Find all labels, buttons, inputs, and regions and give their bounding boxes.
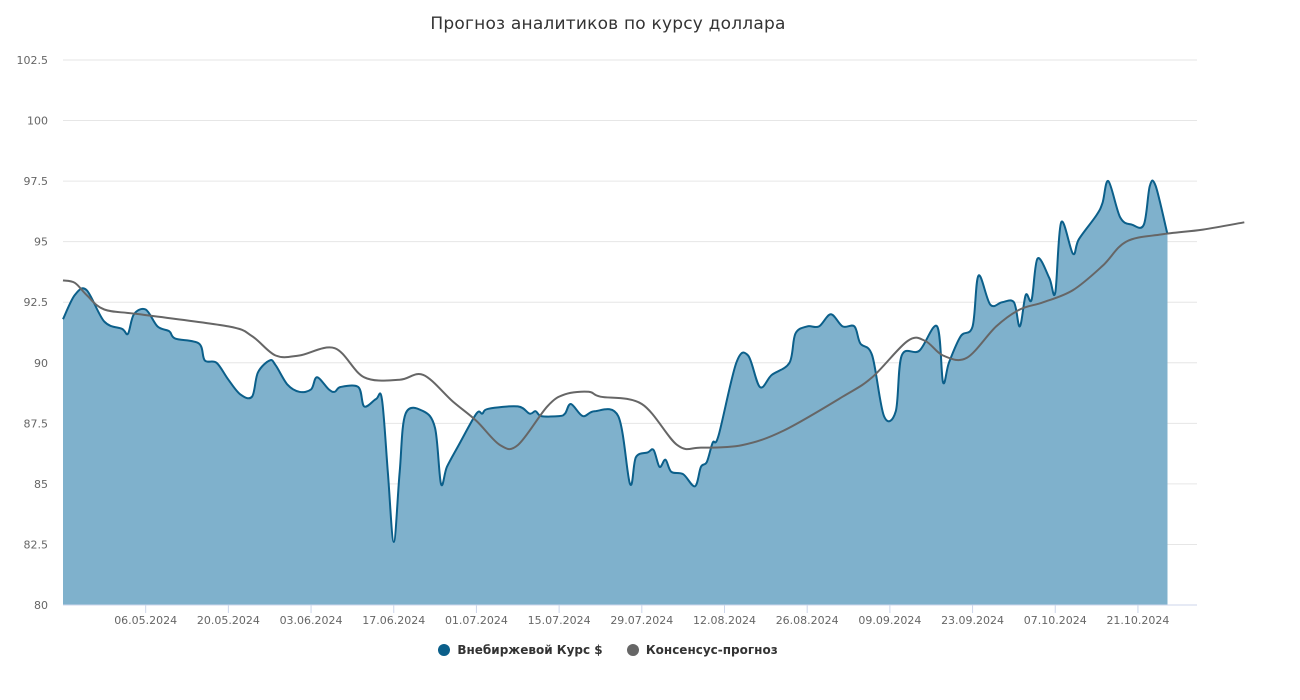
x-tick-label: 17.06.2024 xyxy=(362,614,425,627)
series-line-consensus xyxy=(62,221,1245,451)
legend-item-otc-rate[interactable]: Внебиржевой Курс $ xyxy=(438,643,603,657)
y-tick-label: 100 xyxy=(27,115,48,128)
legend-marker-consensus xyxy=(626,644,639,656)
x-tick-label: 23.09.2024 xyxy=(941,614,1004,627)
legend-label-consensus: Консенсус-прогноз xyxy=(645,643,778,657)
legend-marker-otc-rate xyxy=(438,644,451,656)
x-tick-label: 15.07.2024 xyxy=(528,614,591,627)
x-tick-label: 12.08.2024 xyxy=(693,614,756,627)
y-tick-label: 85 xyxy=(34,478,48,491)
y-tick-label: 87.5 xyxy=(24,417,49,430)
y-tick-label: 82.5 xyxy=(24,538,49,551)
legend: Внебиржевой Курс $ Консенсус-прогноз xyxy=(0,643,1216,659)
y-tick-label: 97.5 xyxy=(24,175,49,188)
x-tick-label: 01.07.2024 xyxy=(445,614,508,627)
chart-title: Прогноз аналитиков по курсу доллара xyxy=(430,14,786,34)
x-tick-label: 21.10.2024 xyxy=(1106,614,1169,627)
legend-label-otc-rate: Внебиржевой Курс $ xyxy=(457,643,603,657)
x-tick-label: 29.07.2024 xyxy=(610,614,673,627)
x-tick-label: 09.09.2024 xyxy=(858,614,921,627)
y-tick-label: 90 xyxy=(34,357,48,370)
legend-item-consensus[interactable]: Консенсус-прогноз xyxy=(626,643,778,657)
x-tick-label: 20.05.2024 xyxy=(197,614,260,627)
x-tick-label: 06.05.2024 xyxy=(114,614,177,627)
x-tick-label: 26.08.2024 xyxy=(776,614,839,627)
x-tick-label: 03.06.2024 xyxy=(280,614,343,627)
x-tick-label: 07.10.2024 xyxy=(1024,614,1087,627)
series-line-otc-rate xyxy=(62,179,1169,543)
y-tick-label: 92.5 xyxy=(24,296,49,309)
y-tick-label: 102.5 xyxy=(17,54,49,67)
y-tick-label: 95 xyxy=(34,236,48,249)
y-tick-label: 80 xyxy=(34,599,48,612)
series-area-otc-rate xyxy=(63,180,1168,605)
